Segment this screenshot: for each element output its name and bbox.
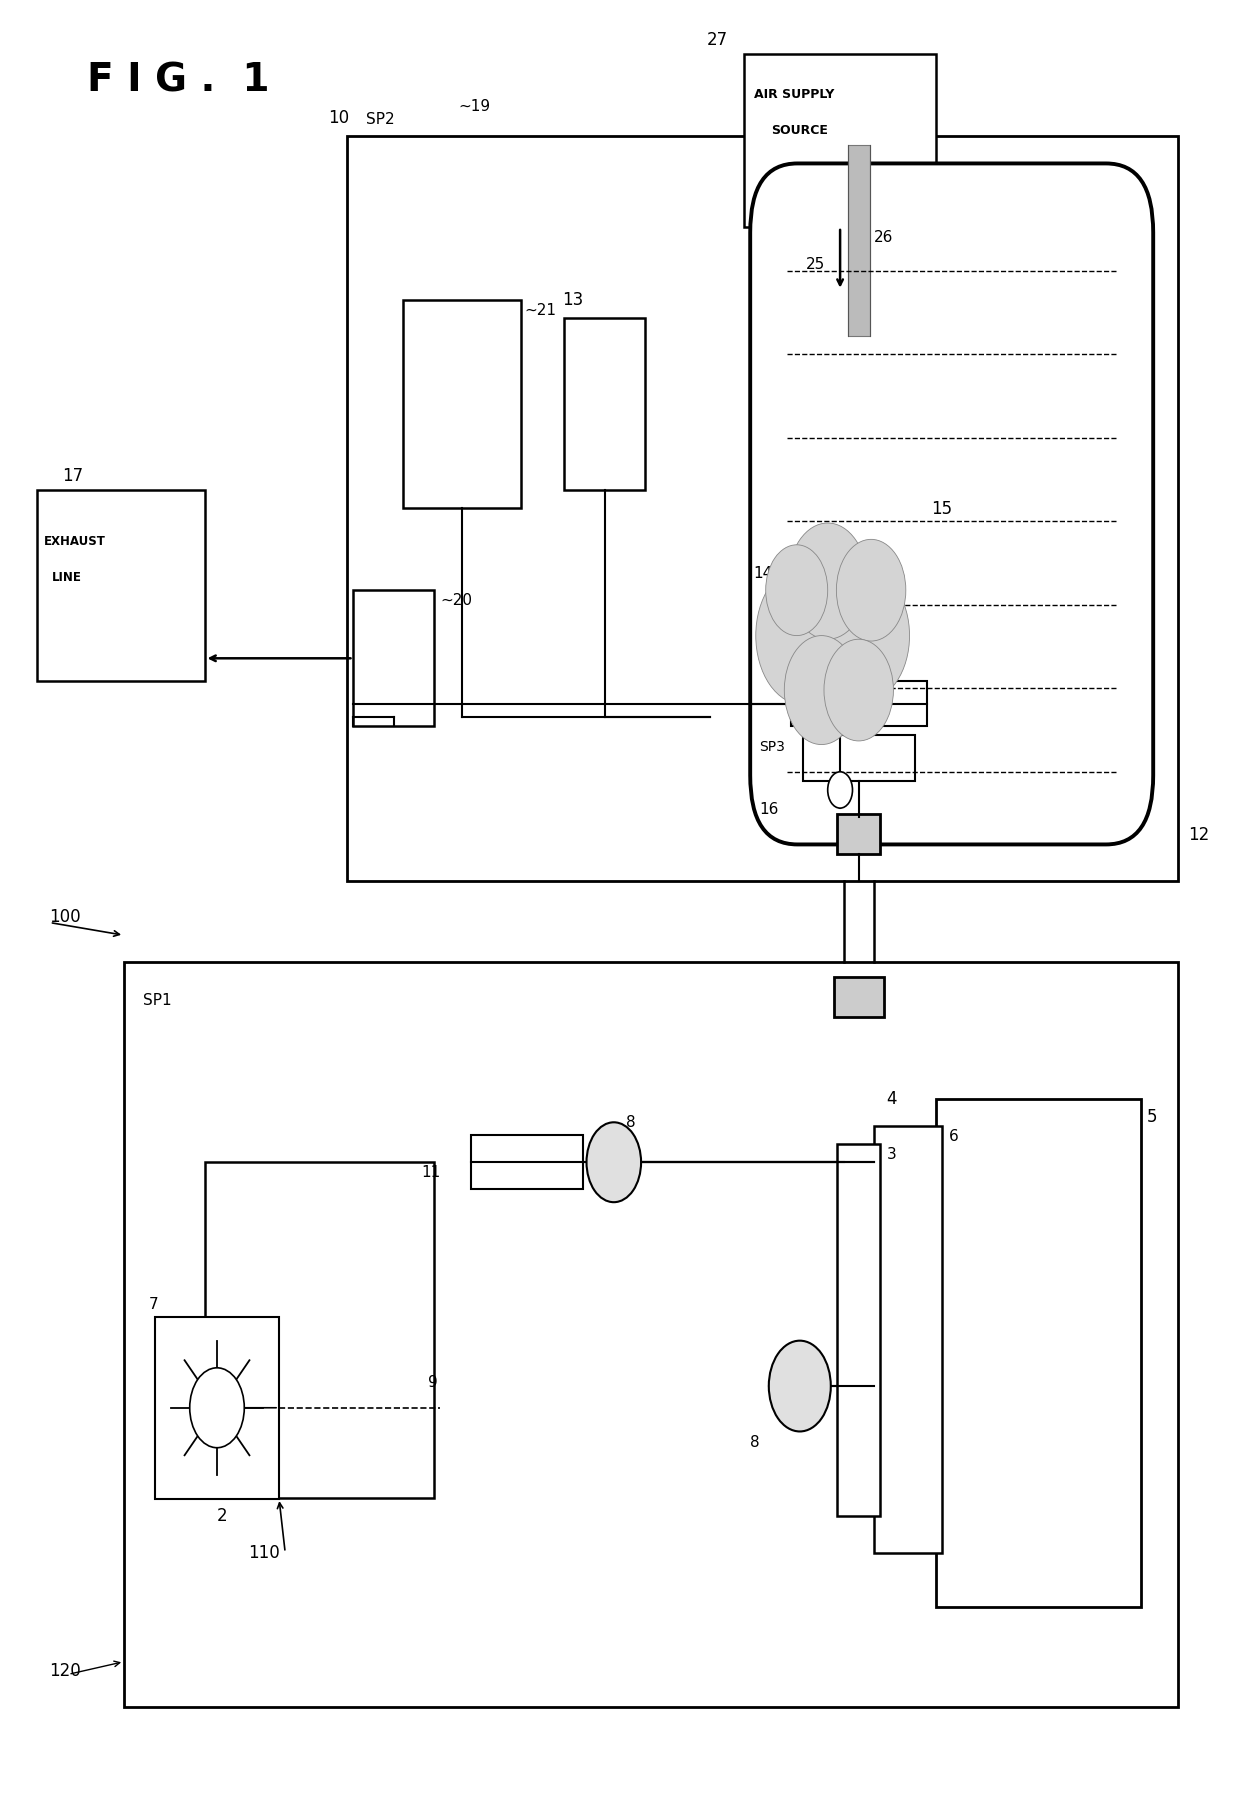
Text: 110: 110 (248, 1544, 280, 1562)
Text: 11: 11 (422, 1166, 441, 1180)
Text: 3: 3 (887, 1148, 897, 1162)
Circle shape (769, 1340, 831, 1431)
Text: AIR SUPPLY: AIR SUPPLY (754, 87, 835, 102)
Bar (155, 1317, 279, 1498)
Text: 100: 100 (50, 908, 82, 926)
Circle shape (789, 523, 867, 639)
Bar (347, 136, 1178, 881)
Bar (804, 735, 915, 781)
Bar (124, 962, 1178, 1707)
Bar (848, 145, 870, 336)
Text: EXHAUST: EXHAUST (43, 534, 105, 548)
Text: 2: 2 (217, 1507, 228, 1525)
Circle shape (823, 639, 893, 741)
Bar (825, 281, 893, 336)
Circle shape (190, 1367, 244, 1447)
Text: 10: 10 (329, 109, 350, 127)
Text: ~21: ~21 (525, 303, 557, 318)
Text: SP1: SP1 (143, 993, 171, 1008)
Circle shape (836, 539, 905, 641)
Text: SOURCE: SOURCE (771, 123, 828, 138)
Circle shape (765, 545, 828, 636)
Text: 15: 15 (931, 499, 952, 518)
Text: 14: 14 (753, 567, 773, 581)
Text: 8: 8 (626, 1115, 636, 1130)
Circle shape (828, 772, 853, 808)
Text: SP3: SP3 (759, 739, 785, 754)
Bar (936, 1099, 1141, 1607)
Text: 9: 9 (428, 1375, 438, 1389)
Text: ~20: ~20 (440, 594, 472, 608)
Text: F I G .  1: F I G . 1 (87, 62, 269, 100)
FancyBboxPatch shape (750, 163, 1153, 844)
Text: 1: 1 (818, 1384, 828, 1398)
Text: 12: 12 (1188, 826, 1209, 844)
Bar (37, 490, 205, 681)
Text: 26: 26 (873, 231, 893, 245)
Bar (403, 300, 521, 508)
Bar (353, 590, 434, 726)
Bar (837, 814, 880, 854)
Circle shape (755, 567, 851, 705)
Bar (833, 977, 883, 1017)
Text: 4: 4 (885, 1090, 897, 1108)
Bar (837, 1144, 880, 1516)
Bar (744, 54, 936, 227)
Text: 6: 6 (949, 1130, 959, 1144)
Text: SP2: SP2 (366, 113, 394, 127)
Circle shape (587, 1122, 641, 1202)
Text: LINE: LINE (52, 570, 82, 585)
Text: 16: 16 (759, 803, 779, 817)
Text: 7: 7 (149, 1297, 159, 1311)
Bar (791, 681, 926, 726)
Text: 120: 120 (50, 1662, 82, 1680)
Text: 8: 8 (750, 1435, 760, 1449)
Text: 13: 13 (562, 291, 583, 309)
Bar (564, 318, 645, 490)
Bar (471, 1135, 583, 1189)
Circle shape (821, 570, 909, 701)
Text: 17: 17 (62, 467, 83, 485)
Text: ~19: ~19 (459, 100, 491, 114)
Bar (205, 1162, 434, 1498)
Text: 5: 5 (1147, 1108, 1157, 1126)
Circle shape (784, 636, 858, 745)
Text: 25: 25 (806, 258, 826, 272)
Bar (874, 1126, 942, 1553)
Text: 27: 27 (707, 31, 728, 49)
